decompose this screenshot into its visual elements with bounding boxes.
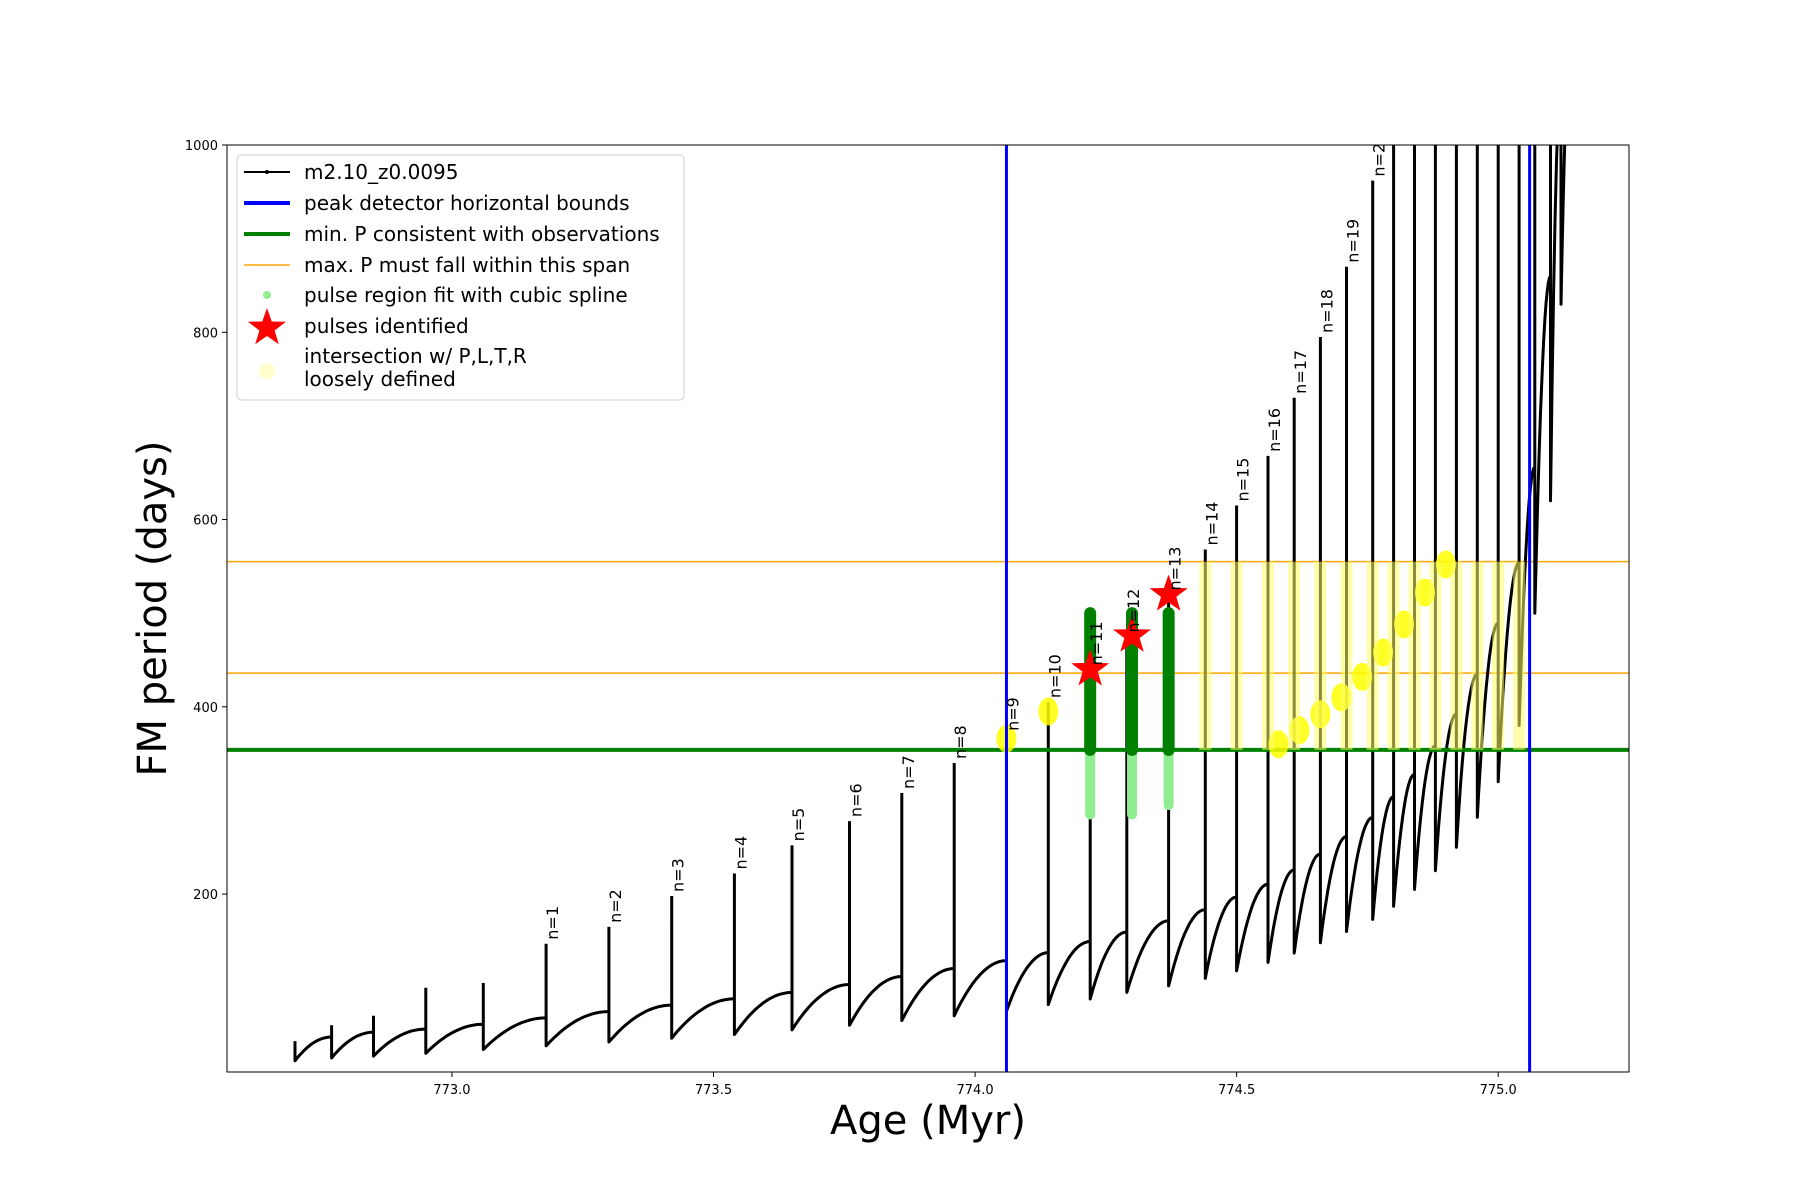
pulse-number-label: n=1 [543,906,562,940]
loosely-defined-column [1288,561,1301,750]
pulse-number-label: n=10 [1045,654,1064,698]
loosely-defined-column [1366,561,1379,750]
pulse-identified-star [1113,615,1151,652]
pulse-number-label: n=8 [951,725,970,759]
legend-label-line2: loosely defined [304,367,456,391]
y-tick-label: 200 [193,888,218,903]
x-tick-label: 774.0 [956,1083,993,1098]
x-tick-label: 773.0 [433,1083,470,1098]
legend-label: m2.10_z0.0095 [304,160,459,184]
loosely-defined-marker [1038,697,1059,726]
y-axis-label: FM period (days) [130,441,176,777]
pulse-number-label: n=12 [1124,589,1143,633]
pulse-number-label: n=13 [1166,547,1185,591]
pulse-number-label: n=9 [1003,697,1022,731]
loosely-defined-column [1429,561,1442,750]
legend-box [236,154,685,401]
pulse-number-label: n=20 [1370,133,1389,177]
y-tick-label: 400 [193,701,218,716]
pulse-number-label: n=5 [789,808,808,842]
loosely-defined-column [1314,561,1327,750]
pulse-number-label: n=4 [731,836,750,870]
y-tick-label: 1000 [185,139,218,154]
loosely-defined-column [1387,561,1400,750]
loosely-defined-column [1513,561,1526,750]
pulse-number-label: n=2 [606,889,625,923]
legend-dot-marker [265,170,269,174]
loosely-defined-column [1262,561,1275,750]
loosely-defined-column [1230,561,1243,750]
x-tick-label: 774.5 [1218,1083,1255,1098]
plot-content: n=1 n=2 n=3 n=4 n=5 n=6 n=7 n=8 n=9 n=10 n=11 n=12 n… [227,133,1629,1072]
legend-label: min. P consistent with observations [304,222,660,246]
pulse-number-label: n=16 [1265,408,1284,452]
x-tick-label: 775.0 [1480,1083,1517,1098]
pulse-identified-star [1149,574,1188,611]
pulse-number-label: n=3 [669,858,688,892]
pulse-number-label: n=19 [1344,219,1363,263]
loosely-defined-column [1492,561,1505,750]
loosely-defined-column [1450,561,1463,750]
model-series-line [293,145,1567,1063]
pulse-number-label: n=18 [1317,289,1336,333]
x-tick-label: 773.5 [695,1083,732,1098]
x-axis-label: Age (Myr) [830,1098,1026,1144]
pulse-number-label: n=14 [1202,502,1221,546]
legend-dot-marker [263,291,271,299]
plot-frame [226,144,1630,1073]
legend-star-marker [248,308,286,345]
pulse-number-label: n=11 [1087,621,1106,665]
legend-label: pulses identified [304,314,469,338]
legend-label: peak detector horizontal bounds [304,191,630,215]
plot-area: n=1 n=2 n=3 n=4 n=5 n=6 n=7 n=8 n=9 n=10 n=11 n=12 n… [227,133,1629,1072]
loosely-defined-column [1199,561,1212,750]
loosely-defined-column [1340,561,1353,750]
pulse-number-label: n=17 [1291,350,1310,394]
pulse-number-label: n=6 [847,783,866,817]
pulse-identified-star [1071,649,1110,686]
legend-circle-marker [259,363,275,379]
y-tick-label: 600 [193,514,218,529]
axes: 773.0 773.5 774.0 774.5 775.0 200 400 600 800 100… [130,139,1517,1144]
pulse-number-label: n=7 [899,755,918,789]
y-tick-label: 800 [193,326,218,341]
loosely-defined-column [1408,561,1421,750]
legend-label: max. P must fall within this span [304,253,630,277]
legend-label: pulse region fit with cubic spline [304,283,628,307]
pulse-number-label: n=15 [1234,458,1253,502]
loosely-defined-column [1471,561,1484,750]
legend-label: intersection w/ P,L,T,R [304,344,527,368]
